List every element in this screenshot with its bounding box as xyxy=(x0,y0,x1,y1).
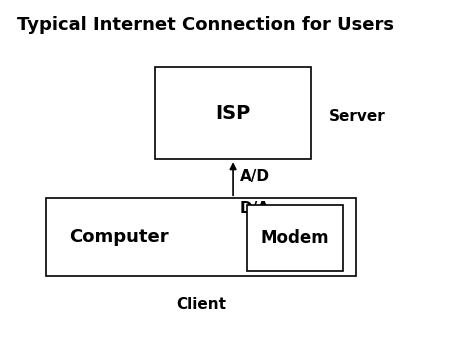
Text: Client: Client xyxy=(176,297,226,312)
Text: Computer: Computer xyxy=(69,228,169,246)
Text: Typical Internet Connection for Users: Typical Internet Connection for Users xyxy=(17,16,394,34)
Bar xyxy=(247,205,343,271)
Text: Server: Server xyxy=(329,109,386,124)
Bar xyxy=(155,67,311,159)
Text: Modem: Modem xyxy=(260,229,329,247)
Text: D/A: D/A xyxy=(240,201,270,216)
Bar xyxy=(46,198,356,276)
Text: A/D: A/D xyxy=(240,170,270,184)
Text: ISP: ISP xyxy=(215,104,251,123)
